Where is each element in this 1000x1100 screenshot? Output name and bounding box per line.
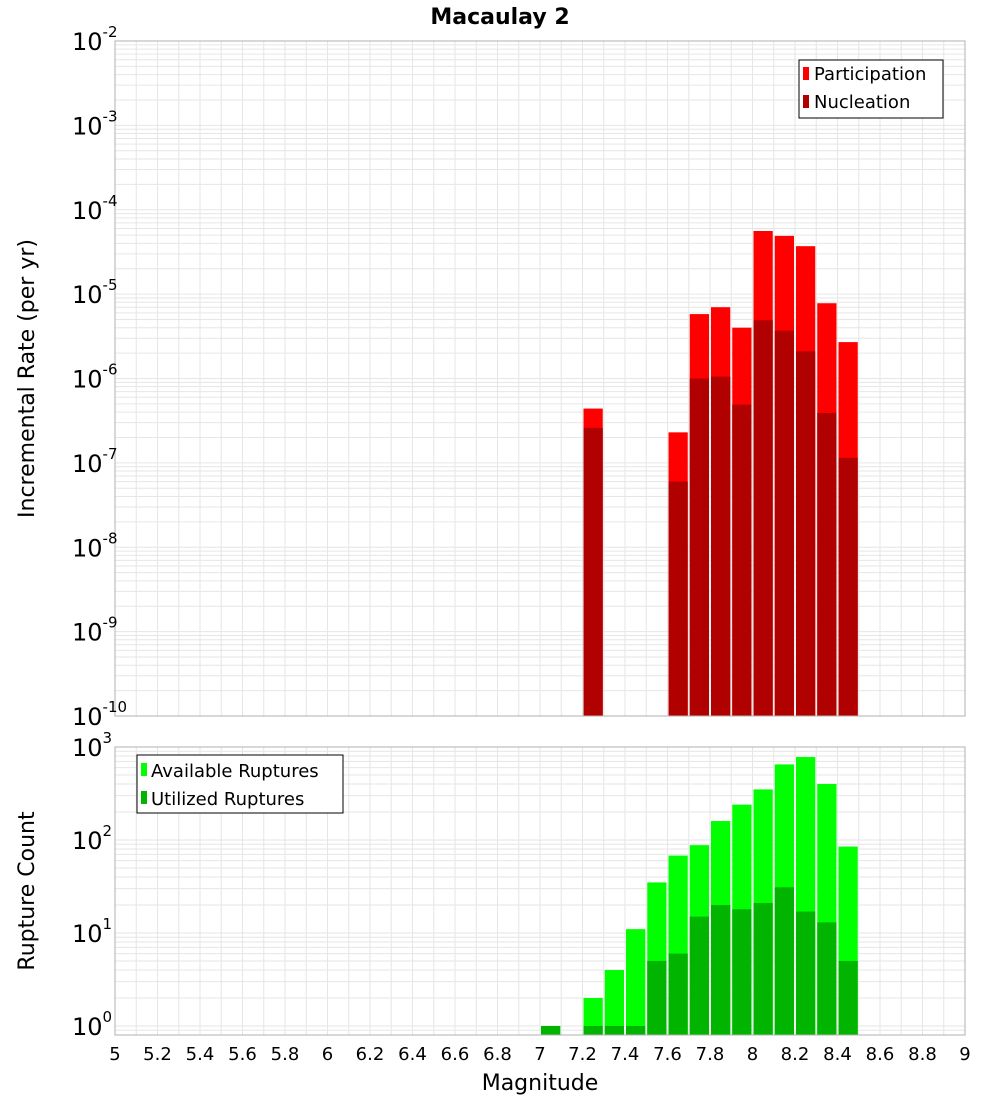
bar-nucleation: [774, 330, 794, 716]
bar-utilized: [732, 909, 752, 1035]
legend-label-participation: Participation: [814, 64, 926, 85]
rupture-plot-frame: [114, 746, 966, 1036]
bar-available: [583, 997, 603, 1035]
x-tick-label: 6.2: [356, 1044, 385, 1065]
x-tick-label: 7.6: [653, 1044, 682, 1065]
y-tick-label: 100: [72, 1008, 112, 1041]
bar-available: [604, 969, 624, 1035]
x-tick-label: 7: [534, 1044, 545, 1065]
x-tick-label: 5.8: [271, 1044, 300, 1065]
x-tick-label: 6.6: [441, 1044, 470, 1065]
legend-label-utilized: Utilized Ruptures: [151, 789, 304, 810]
y-tick-label: 10-9: [72, 614, 118, 647]
x-tick-label: 8.4: [823, 1044, 852, 1065]
y-tick-label: 101: [72, 915, 112, 948]
x-tick-label: 7.8: [696, 1044, 725, 1065]
legend-swatch-utilized: [141, 791, 147, 804]
bar-utilized: [626, 1025, 646, 1035]
x-tick-label: 8.8: [908, 1044, 937, 1065]
bar-utilized: [647, 960, 667, 1035]
y-tick-label: 10-2: [72, 23, 118, 56]
bar-utilized: [583, 1025, 603, 1035]
bar-nucleation: [668, 481, 688, 716]
x-tick-label: 6.4: [398, 1044, 427, 1065]
x-tick-label: 5.4: [186, 1044, 215, 1065]
x-axis-title: Magnitude: [482, 1071, 599, 1096]
bar-utilized: [817, 922, 837, 1035]
rate-grid: [114, 40, 966, 717]
x-tick-label: 8.2: [781, 1044, 810, 1065]
rupture-count-panel: 100 101 102 103 Rupture Count Available Rup…: [15, 729, 971, 1096]
x-tick-label: 7.2: [568, 1044, 597, 1065]
rate-legend: Participation Nucleation: [798, 59, 944, 119]
bar-nucleation: [583, 427, 603, 716]
y-tick-label: 10-6: [72, 361, 118, 394]
bar-utilized: [604, 1025, 624, 1035]
legend-swatch-available: [141, 763, 147, 776]
y-tick-label: 10-5: [72, 276, 118, 309]
y-tick-label: 103: [72, 729, 112, 762]
x-tick-label: 7.4: [611, 1044, 640, 1065]
bar-utilized: [668, 953, 688, 1035]
rate-panel: 10-10 10-9 10-8 10-7 10-6 10-5 10-4 10-3 10-2 In…: [15, 23, 966, 731]
bar-utilized: [838, 960, 858, 1035]
x-tick-label: 8.6: [866, 1044, 895, 1065]
rupture-bars: [541, 757, 858, 1035]
x-tick-label: 6.8: [483, 1044, 512, 1065]
rate-y-axis-title: Incremental Rate (per yr): [15, 239, 40, 518]
rate-bars: [583, 230, 858, 716]
y-tick-label: 10-3: [72, 107, 118, 140]
bar-utilized: [541, 1025, 561, 1035]
x-tick-label: 9: [959, 1044, 970, 1065]
y-tick-label: 10-4: [72, 192, 118, 225]
bar-nucleation: [732, 404, 752, 716]
y-tick-label: 10-8: [72, 529, 118, 562]
y-tick-label: 10-7: [72, 445, 118, 478]
chart-title: Macaulay 2: [430, 5, 569, 30]
bar-available: [626, 929, 646, 1035]
y-tick-label: 10-10: [72, 698, 127, 731]
bar-nucleation: [689, 378, 709, 716]
bar-nucleation: [817, 413, 837, 716]
bar-utilized: [753, 903, 773, 1035]
bar-nucleation: [796, 351, 816, 716]
rate-y-tick-labels: 10-10 10-9 10-8 10-7 10-6 10-5 10-4 10-3 10-2: [72, 23, 127, 731]
legend-label-nucleation: Nucleation: [814, 92, 910, 113]
rate-plot-frame: [114, 40, 966, 717]
x-tick-label: 6: [322, 1044, 333, 1065]
x-tick-label: 5: [109, 1044, 120, 1065]
x-tick-labels: 5 5.2 5.4 5.6 5.8 6 6.2 6.4 6.6 6.8 7 7.2 7.4 7.6 7.8 8…: [109, 1044, 970, 1065]
rate-legend-box: [798, 59, 944, 119]
rupture-y-tick-labels: 100 101 102 103: [72, 729, 112, 1041]
x-tick-label: 8: [747, 1044, 758, 1065]
x-tick-label: 5.2: [143, 1044, 172, 1065]
bar-utilized: [689, 916, 709, 1035]
bar-nucleation: [711, 376, 731, 716]
legend-swatch-participation: [803, 67, 809, 80]
bar-nucleation: [838, 457, 858, 716]
bar-utilized: [711, 904, 731, 1035]
y-tick-label: 102: [72, 822, 112, 855]
legend-swatch-nucleation: [803, 95, 809, 108]
legend-label-available: Available Ruptures: [151, 761, 319, 782]
rupture-y-axis-title: Rupture Count: [15, 811, 40, 971]
rupture-legend-box: [136, 754, 344, 814]
bar-utilized: [796, 911, 816, 1035]
bar-nucleation: [753, 320, 773, 716]
rupture-legend: Available Ruptures Utilized Ruptures: [136, 754, 344, 814]
x-tick-label: 5.6: [228, 1044, 257, 1065]
bar-utilized: [774, 887, 794, 1035]
